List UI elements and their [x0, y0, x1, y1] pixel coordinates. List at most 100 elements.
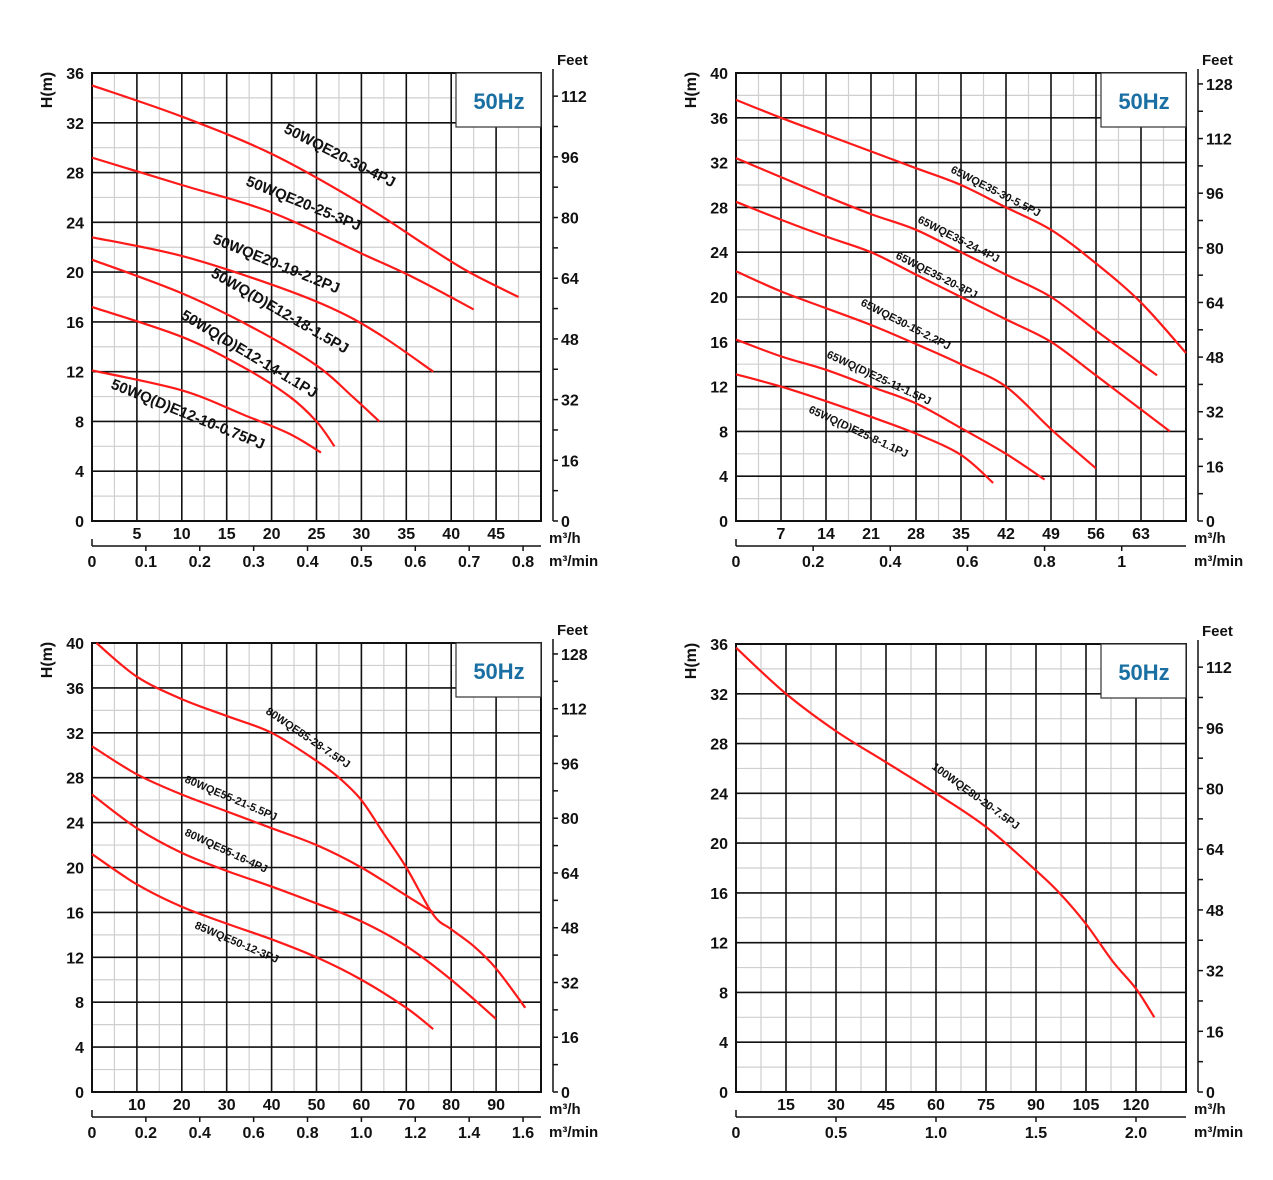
chart2-frequency-badge: [1100, 72, 1187, 128]
chart3-secondary-y-tick-label: 96: [561, 756, 579, 773]
chart4-frequency-badge-text: 50Hz: [1118, 660, 1169, 685]
chart1-x-tick-label: 20: [263, 526, 281, 543]
chart1-curve-50wq-d-e12-10-0-75pj: [91, 369, 322, 454]
chart3-x-tick-label: 30: [218, 1097, 236, 1114]
chart4-secondary-y-tick-label: 64: [1206, 842, 1224, 859]
chart1-secondary-y-tick-label: 80: [561, 211, 579, 228]
chart1-secondary-x-tick-label: 0.8: [512, 554, 534, 571]
chart1-secondary-x-tick-label: 0.3: [243, 554, 265, 571]
chart3-secondary-y-tick-label: 32: [561, 975, 579, 992]
chart3-frequency-badge: [455, 642, 542, 698]
chart3-curve-label: 80WQE55-21-5.5PJ: [183, 774, 279, 824]
chart4-y-tick-label: 16: [710, 886, 728, 903]
chart3-curve-80wqe55-28-7-5pj: [95, 642, 527, 1009]
chart2-curve-label: 65WQE35-24-4PJ: [916, 214, 1002, 266]
chart2-y-tick-label: 24: [710, 245, 728, 262]
chart1-x-tick-label: 45: [487, 526, 505, 543]
chart2-secondary-x-tick-label: 0.6: [956, 554, 978, 571]
chart3-secondary-x-tick-label: 1.6: [512, 1125, 534, 1142]
chart1-x-tick-label: 25: [308, 526, 326, 543]
chart3-y-tick-label: 32: [66, 726, 84, 743]
chart1-secondary-y-tick-label: 32: [561, 393, 579, 410]
chart2-secondary-x-tick-label: 0.2: [802, 554, 824, 571]
chart2-secondary-x-tick-label: 0: [732, 554, 741, 571]
chart3-x-tick-label: 50: [308, 1097, 326, 1114]
chart3-y-tick-label: 12: [66, 950, 84, 967]
chart2-y-tick-label: 28: [710, 200, 728, 217]
chart2-curve-label: 65WQE35-20-3PJ: [894, 250, 980, 302]
chart3-secondary-x-axis-label: m³/min: [549, 1124, 598, 1141]
chart2-x-tick-label: 56: [1087, 526, 1105, 543]
chart1-plot-frame: [91, 72, 542, 522]
chart3-curve-85wqe50-12-3pj: [91, 853, 434, 1031]
chart4-x-tick-label: 90: [1027, 1097, 1045, 1114]
chart3-secondary-y-tick-label: 64: [561, 866, 579, 883]
chart2-y-axis-label: H(m): [683, 72, 700, 108]
chart3-secondary-x-tick-label: 0.6: [243, 1125, 265, 1142]
chart2-secondary-y-tick-label: 80: [1206, 241, 1224, 258]
chart4-plot-frame: [735, 643, 1187, 1093]
chart1-y-tick-label: 28: [66, 166, 84, 183]
chart3-y-tick-label: 36: [66, 681, 84, 698]
chart4-secondary-x-axis-label: m³/min: [1194, 1124, 1243, 1141]
chart2-secondary-y-tick-label: 32: [1206, 405, 1224, 422]
chart1-secondary-y-tick-label: 16: [561, 453, 579, 470]
chart4-x-tick-label: 15: [777, 1097, 795, 1114]
chart1-x-axis-label: m³/h: [549, 530, 581, 547]
chart3-x-tick-label: 10: [128, 1097, 146, 1114]
chart2-secondary-y-axis-label: Feet: [1202, 52, 1233, 69]
chart3-y-tick-label: 40: [66, 636, 84, 653]
chart1-curve-label: 50WQE20-30-4PJ: [281, 120, 398, 191]
chart4-secondary-y-axis-label: Feet: [1202, 623, 1233, 640]
chart2-x-axis-label: m³/h: [1194, 530, 1226, 547]
chart3-y-tick-label: 24: [66, 816, 84, 833]
chart1-frequency-badge-text: 50Hz: [473, 89, 524, 114]
chart2-curve-65wqe35-30-5-5pj: [735, 98, 1187, 354]
chart4-x-tick-label: 75: [977, 1097, 995, 1114]
chart4-y-tick-label: 28: [710, 737, 728, 754]
chart4-secondary-y-tick-label: 0: [1206, 1085, 1215, 1102]
chart4-x-tick-label: 45: [877, 1097, 895, 1114]
chart3-y-tick-label: 16: [66, 905, 84, 922]
chart3-x-tick-label: 70: [397, 1097, 415, 1114]
chart2-plot-frame: [735, 72, 1187, 522]
chart1-secondary-y-tick-label: 96: [561, 150, 579, 167]
chart3-frequency-badge-text: 50Hz: [473, 659, 524, 684]
chart2-y-tick-label: 32: [710, 156, 728, 173]
chart1-secondary-y-tick-label: 64: [561, 271, 579, 288]
chart2-secondary-y-tick-label: 64: [1206, 295, 1224, 312]
chart3-y-axis-label: H(m): [39, 642, 56, 678]
chart1-y-tick-label: 32: [66, 116, 84, 133]
chart4-x-tick-label: 60: [927, 1097, 945, 1114]
chart2-secondary-x-tick-label: 0.8: [1033, 554, 1055, 571]
chart4-y-tick-label: 32: [710, 687, 728, 704]
chart2-y-tick-label: 40: [710, 66, 728, 83]
chart2-x-tick-label: 35: [952, 526, 970, 543]
chart2-x-tick-label: 63: [1132, 526, 1150, 543]
chart2-y-tick-label: 16: [710, 335, 728, 352]
chart2-secondary-x-axis-label: m³/min: [1194, 553, 1243, 570]
chart3-y-tick-label: 8: [75, 995, 84, 1012]
chart3-secondary-x-tick-label: 0.4: [189, 1125, 211, 1142]
chart1-secondary-x-tick-label: 0.6: [404, 554, 426, 571]
chart3-y-tick-label: 28: [66, 771, 84, 788]
chart3-x-tick-label: 40: [263, 1097, 281, 1114]
chart1-x-tick-label: 40: [442, 526, 460, 543]
chart4-secondary-y-tick-label: 16: [1206, 1024, 1224, 1041]
chart3-secondary-x-tick-label: 0: [88, 1125, 97, 1142]
chart2-secondary-y-tick-label: 16: [1206, 459, 1224, 476]
chart4-y-axis-label: H(m): [683, 643, 700, 679]
chart3-secondary-y-tick-label: 0: [561, 1085, 570, 1102]
chart2-y-tick-label: 0: [719, 514, 728, 531]
chart1-x-tick-label: 15: [218, 526, 236, 543]
chart4-secondary-x-tick-label: 0: [732, 1125, 741, 1142]
chart2-secondary-y-tick-label: 128: [1206, 77, 1233, 94]
chart3-y-tick-label: 0: [75, 1085, 84, 1102]
chart3-secondary-y-tick-label: 16: [561, 1030, 579, 1047]
chart3-secondary-x-tick-label: 1.2: [404, 1125, 426, 1142]
chart2-curve-65wq-d-e25-11-1-5pj: [735, 338, 1046, 481]
chart3-secondary-x-tick-label: 1.4: [458, 1125, 480, 1142]
chart3-y-tick-label: 20: [66, 861, 84, 878]
chart1-secondary-y-tick-label: 112: [561, 89, 587, 106]
